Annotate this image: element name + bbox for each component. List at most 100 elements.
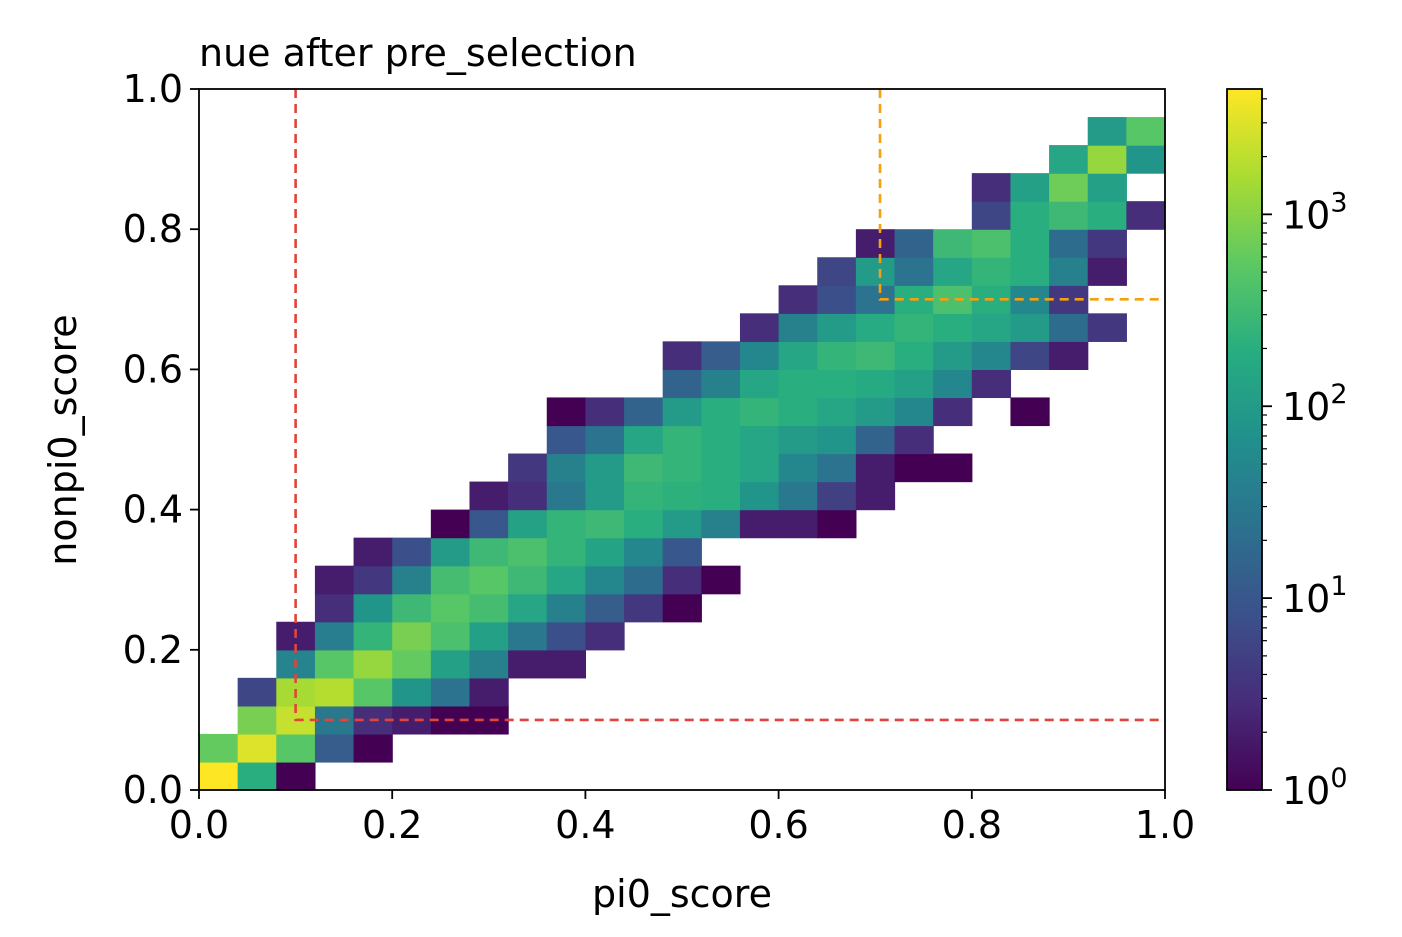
heatmap-cell	[817, 313, 857, 342]
heatmap-cell	[971, 341, 1012, 370]
heatmap-cell	[1087, 117, 1127, 146]
heatmap-cell	[778, 481, 818, 511]
heatmap-cell	[855, 397, 896, 427]
heatmap-cell	[430, 677, 471, 707]
heatmap-cell	[662, 453, 702, 483]
heatmap-cell	[469, 565, 509, 595]
heatmap-cell	[778, 425, 818, 455]
y-tick-label: 0.8	[123, 207, 183, 251]
y-tick-label: 0.6	[123, 347, 183, 391]
heatmap-cell	[469, 621, 509, 651]
heatmap-cell	[1049, 257, 1089, 286]
heatmap-cell	[546, 593, 586, 623]
heatmap-cell	[585, 509, 625, 539]
heatmap-cell	[933, 229, 973, 258]
heatmap-cell	[546, 425, 586, 455]
heatmap-cell	[314, 593, 355, 623]
heatmap-cell	[353, 593, 393, 623]
heatmap-cell	[469, 537, 509, 567]
heatmap-cell	[1049, 313, 1089, 342]
heatmap-cell	[585, 565, 625, 595]
heatmap-cell	[1010, 201, 1050, 230]
x-tick-label: 0.8	[942, 803, 1002, 847]
heatmap-cell	[392, 705, 432, 735]
heatmap-cell	[508, 481, 548, 511]
heatmap-cell	[546, 509, 586, 539]
heatmap-cell	[392, 565, 432, 595]
heatmap-cell	[971, 201, 1012, 230]
heatmap-cell	[392, 677, 432, 707]
heatmap-cell	[1087, 173, 1127, 202]
colorbar-tick-label: 100	[1282, 763, 1348, 813]
heatmap-cell	[314, 565, 355, 595]
heatmap-cell	[1087, 145, 1127, 174]
heatmap-cell	[585, 537, 625, 567]
heatmap-cell	[778, 369, 818, 399]
heatmap-cell	[894, 397, 934, 427]
heatmap-cell	[624, 425, 664, 455]
heatmap-cell	[933, 257, 973, 286]
heatmap-cell	[1010, 313, 1050, 342]
heatmap-cell	[1087, 229, 1127, 258]
heatmap-cell	[1126, 145, 1166, 174]
heatmap-cell	[237, 761, 277, 791]
heatmap-cell	[817, 257, 857, 286]
heatmap-cell	[701, 509, 741, 539]
x-tick-label: 0.0	[169, 803, 229, 847]
heatmap-cell	[855, 341, 896, 370]
heatmap-cell	[701, 565, 741, 595]
heatmap-cell	[701, 341, 741, 370]
colorbar-ticks: 100 101 102 103	[1262, 98, 1348, 813]
heatmap-cell	[314, 649, 355, 679]
heatmap-cell	[585, 481, 625, 511]
heatmap-cell	[430, 593, 471, 623]
colorbar-tick-label: 102	[1282, 379, 1348, 429]
heatmap-cells	[199, 117, 1166, 791]
heatmap-cell	[314, 733, 355, 763]
heatmap-cell	[894, 313, 934, 342]
cut-line	[294, 89, 1165, 722]
x-axis: 0.0 0.2 0.4 0.6 0.8 1.0	[169, 790, 1195, 847]
heatmap-cell	[894, 341, 934, 370]
selection-cut-lines	[294, 89, 1165, 722]
heatmap-cell	[585, 453, 625, 483]
x-tick-label: 1.0	[1135, 803, 1195, 847]
heatmap-cell	[855, 369, 896, 399]
heatmap-cell	[778, 285, 818, 314]
heatmap-cell	[817, 285, 857, 314]
heatmap-cell	[701, 425, 741, 455]
heatmap-cell	[508, 509, 548, 539]
heatmap-cell	[662, 369, 702, 399]
plot-frame	[198, 88, 1166, 791]
heatmap-cell	[933, 313, 973, 342]
heatmap-cell	[508, 537, 548, 567]
colorbar-frame	[1226, 88, 1263, 791]
colorbar-gradient	[1227, 89, 1262, 790]
heatmap-cell	[817, 397, 857, 427]
y-axis: 0.0 0.2 0.4 0.6 0.8 1.0	[123, 67, 199, 812]
heatmap-cell	[469, 649, 509, 679]
heatmap-cell	[971, 313, 1012, 342]
x-axis-label: pi0_score	[592, 872, 772, 916]
heatmap-cell	[430, 537, 471, 567]
heatmap-cell	[701, 369, 741, 399]
heatmap-cell	[739, 313, 780, 342]
heatmap-cell	[933, 369, 973, 399]
heatmap-cell	[855, 481, 896, 511]
heatmap-cell	[624, 537, 664, 567]
heatmap-cell	[508, 453, 548, 483]
heatmap-cell	[739, 453, 780, 483]
heatmap-cell	[508, 649, 548, 679]
heatmap-cell	[353, 537, 393, 567]
heatmap-cell	[392, 621, 432, 651]
heatmap-cell	[894, 229, 934, 258]
heatmap-cell	[1049, 145, 1089, 174]
heatmap-cell	[817, 341, 857, 370]
heatmap-cell	[546, 397, 586, 427]
heatmap-cell	[894, 453, 934, 483]
heatmap-cell	[817, 481, 857, 511]
heatmap-cell	[1010, 229, 1050, 258]
heatmap-cell	[701, 453, 741, 483]
heatmap-cell	[662, 593, 702, 623]
y-tick-label: 1.0	[123, 67, 183, 111]
